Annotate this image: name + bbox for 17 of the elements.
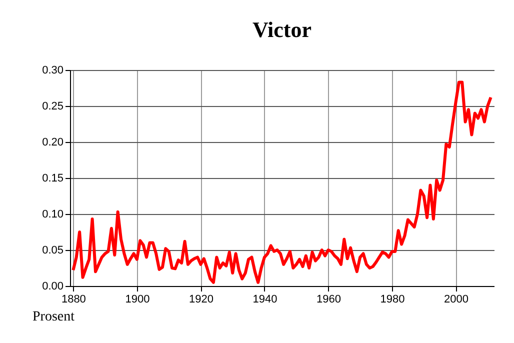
y-tick-label: 0.15 (42, 172, 64, 184)
y-tick-label: 0.20 (42, 136, 64, 148)
x-tick-label: 2000 (444, 294, 468, 306)
x-tick-label: 1920 (188, 294, 214, 306)
chart-title: Victor (252, 17, 312, 42)
x-tick-label: 1940 (252, 294, 278, 306)
x-tick-label: 1980 (380, 294, 405, 306)
y-axis-title: Prosent (32, 310, 75, 324)
y-tick-label: 0.30 (42, 64, 64, 76)
x-tick-label: 1900 (125, 294, 150, 306)
y-tick-label: 0.25 (42, 100, 64, 112)
line-series (72, 80, 492, 284)
y-tick-label: 0.00 (42, 280, 64, 292)
y-tick-label: 0.10 (42, 208, 64, 220)
x-tick-label: 1960 (316, 294, 341, 306)
x-tick-label: 1880 (61, 294, 86, 306)
y-tick-label: 0.05 (42, 244, 64, 256)
